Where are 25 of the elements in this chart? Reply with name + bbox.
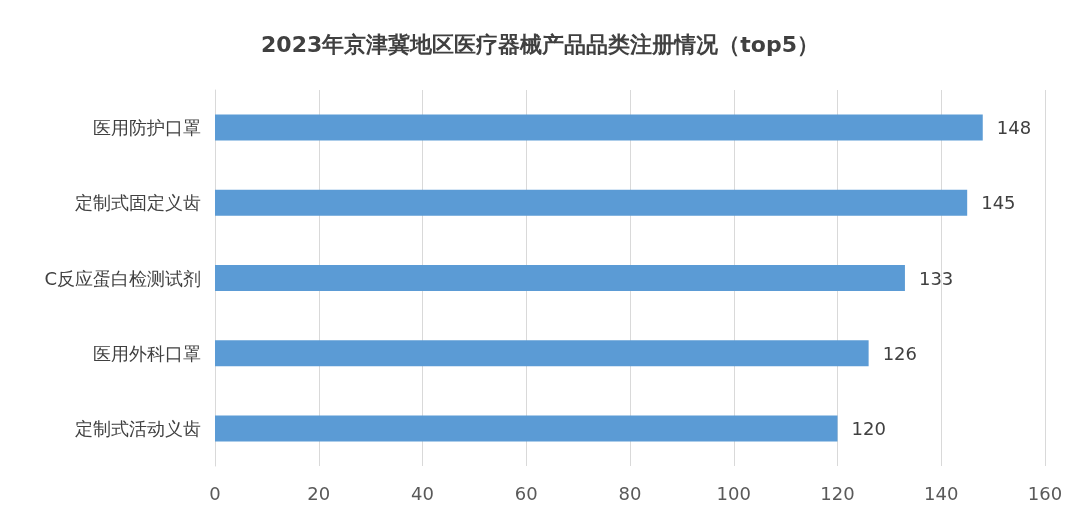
x-tick-label: 100 [716, 482, 751, 504]
bar [215, 340, 869, 367]
x-tick-label: 160 [1027, 482, 1063, 504]
data-label: 148 [996, 117, 1032, 139]
x-tick-label: 140 [924, 482, 959, 504]
data-label: 145 [981, 192, 1016, 214]
y-tick-label: 医用防护口罩 [93, 117, 201, 139]
data-label: 120 [851, 417, 886, 439]
bar [215, 265, 905, 291]
data-label: 126 [882, 342, 917, 364]
y-tick-label: 定制式固定义齿 [75, 192, 201, 214]
x-tick-label: 0 [209, 482, 221, 504]
x-tick-label: 60 [514, 482, 538, 504]
x-tick-label: 20 [307, 482, 331, 504]
x-tick-label: 40 [411, 482, 434, 504]
chart-title: 2023年京津冀地区医疗器械产品品类注册情况（top5） [261, 31, 819, 57]
x-tick-label: 80 [618, 482, 642, 504]
y-tick-label: C反应蛋白检测试剂 [44, 267, 201, 289]
bar [215, 189, 968, 216]
bar [215, 114, 983, 141]
y-tick-label: 医用外科口罩 [93, 342, 201, 364]
x-tick-label: 120 [820, 482, 855, 504]
data-label: 133 [918, 267, 954, 289]
bar [215, 415, 838, 442]
y-tick-label: 定制式活动义齿 [75, 417, 201, 439]
